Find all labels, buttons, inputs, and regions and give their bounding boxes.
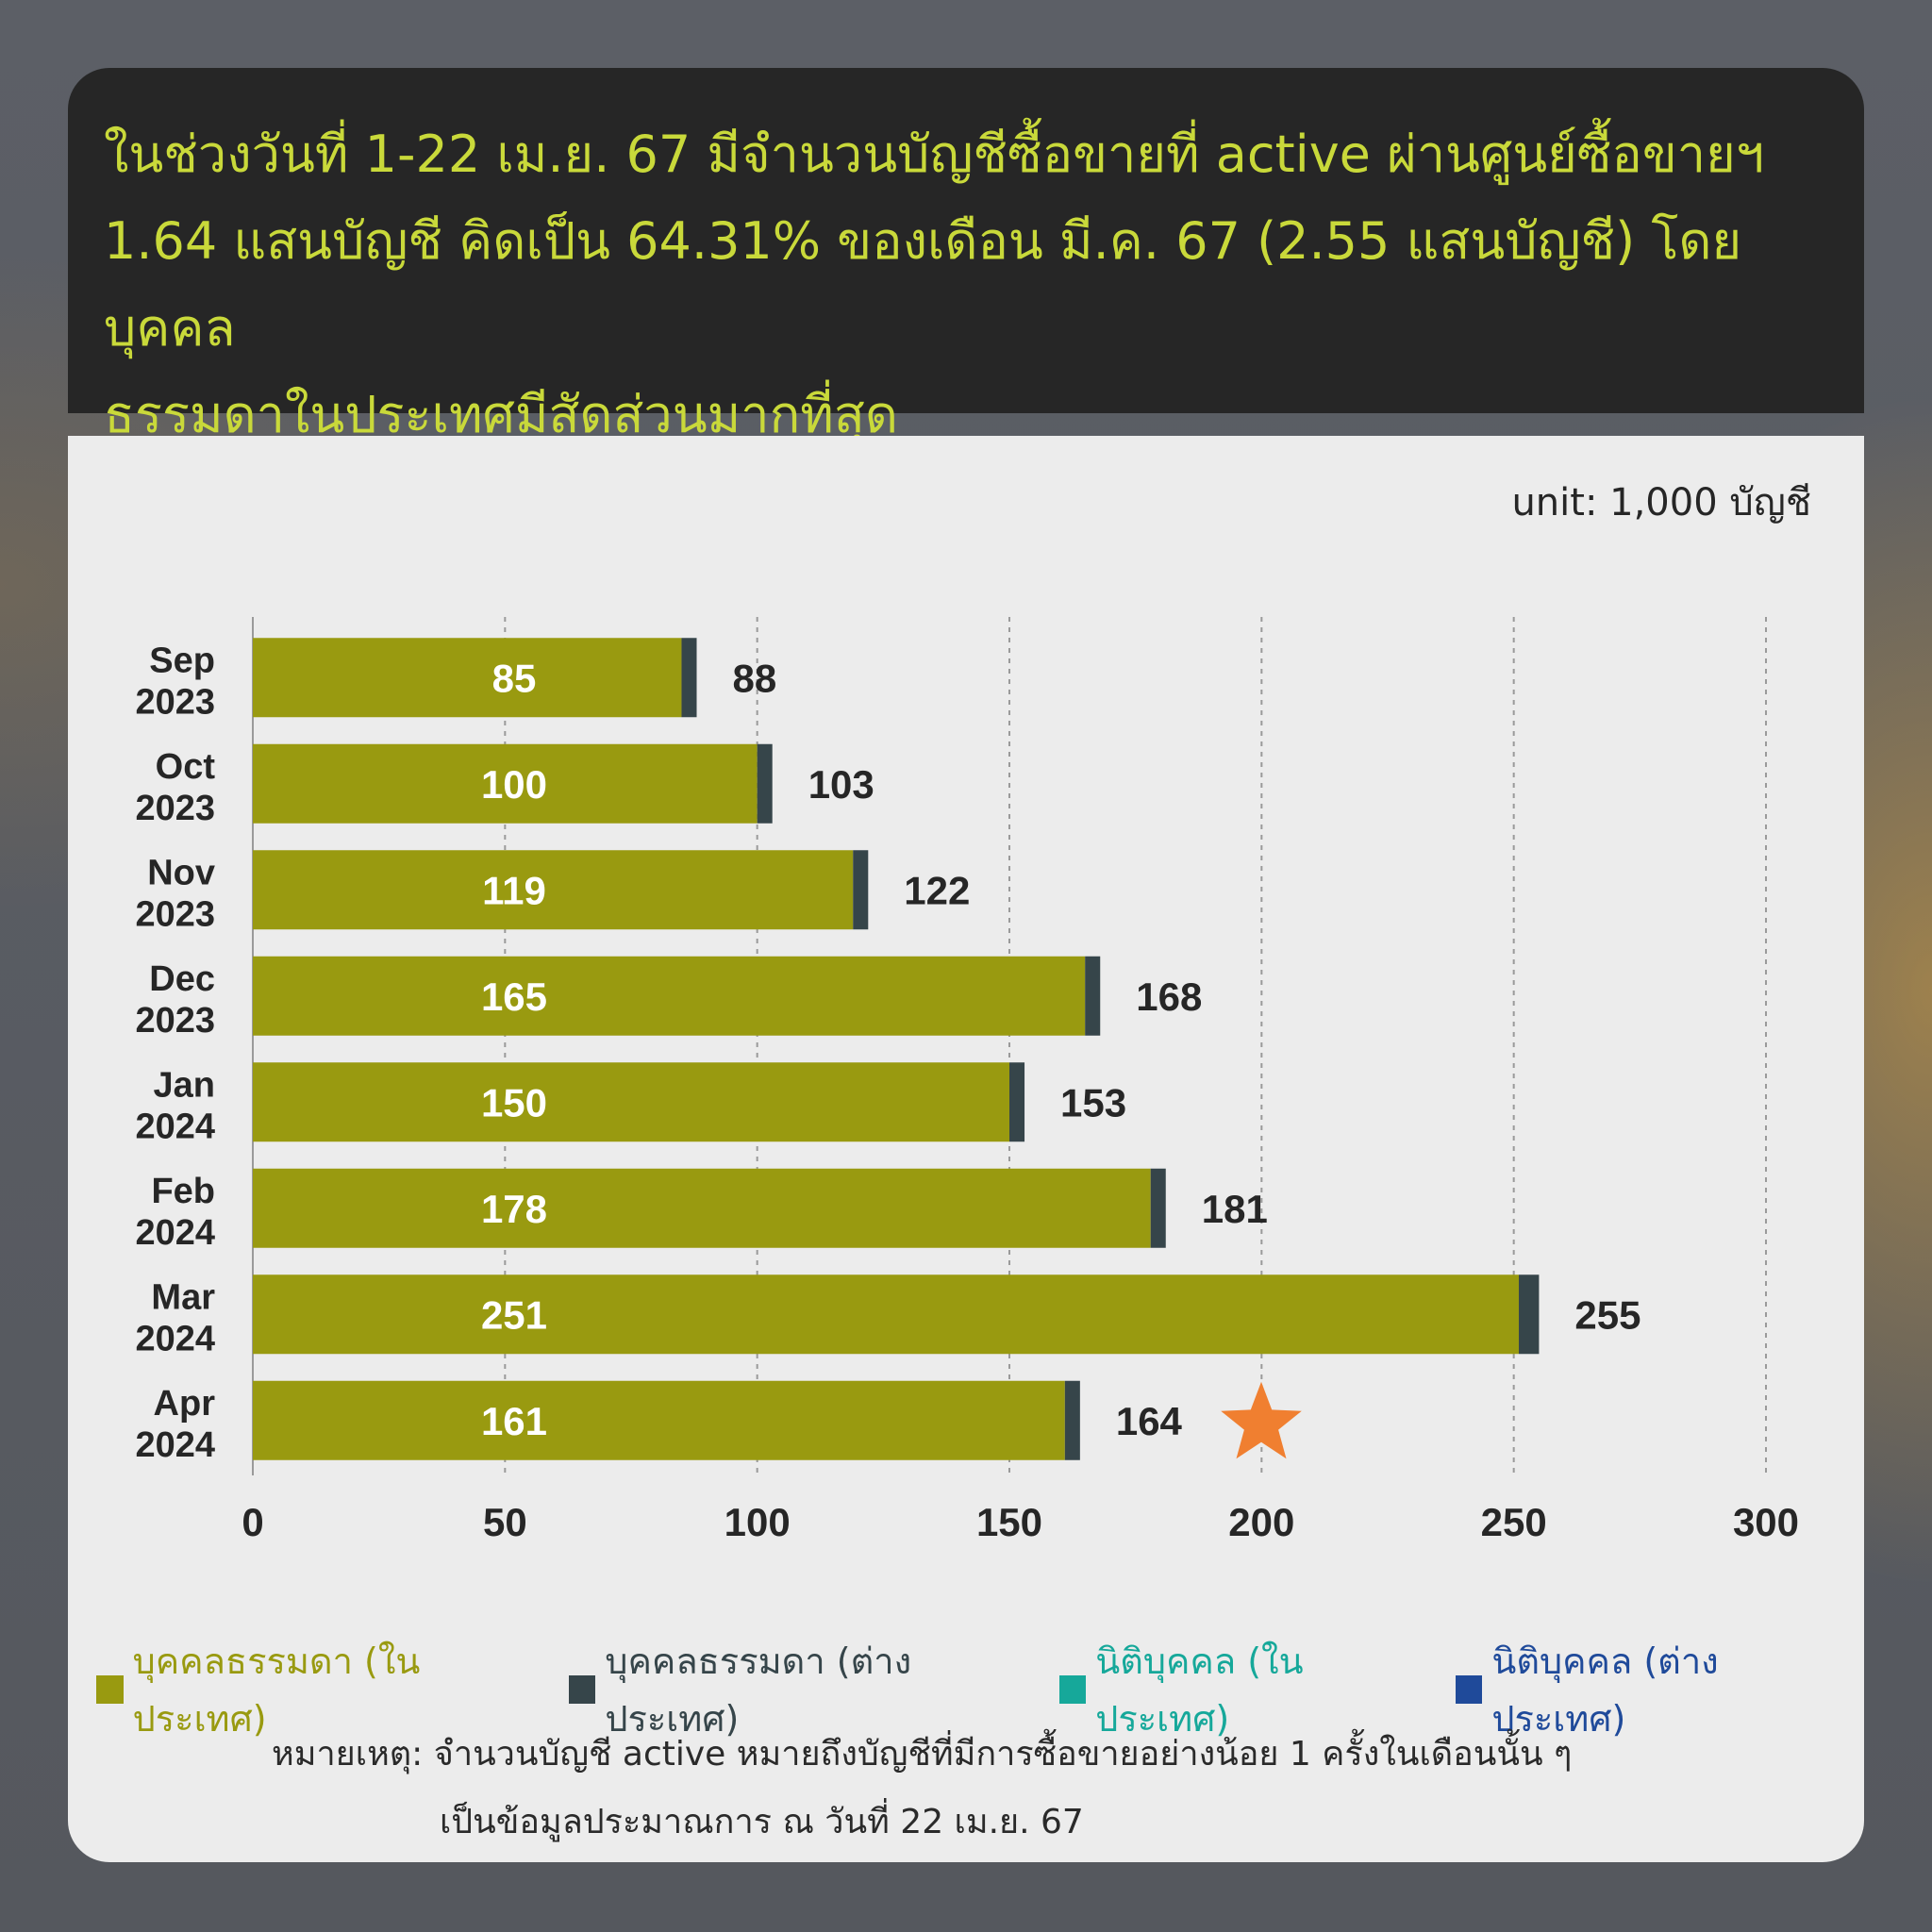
legend-swatch xyxy=(1455,1675,1483,1704)
x-tick-label: 100 xyxy=(724,1500,791,1544)
legend-item-juristic-foreign: นิติบุคคล (ต่างประเทศ) xyxy=(1455,1632,1836,1747)
bar-value-label: 161 xyxy=(481,1399,547,1443)
y-category-year: 2024 xyxy=(135,1319,215,1358)
y-category-month: Jan xyxy=(154,1065,215,1105)
bar-total-label: 255 xyxy=(1574,1292,1641,1337)
unit-label: unit: 1,000 บัญชี xyxy=(1511,481,1811,525)
bar-value-label: 150 xyxy=(481,1080,547,1124)
bar-segment xyxy=(1085,956,1101,1036)
legend: บุคคลธรรมดา (ในประเทศ) บุคคลธรรมดา (ต่าง… xyxy=(96,1632,1870,1747)
bar-total-label: 122 xyxy=(904,868,970,912)
legend-item-individual-foreign: บุคคลธรรมดา (ต่างประเทศ) xyxy=(568,1632,1025,1747)
bar-segment xyxy=(1519,1274,1540,1355)
bar-segment xyxy=(1009,1062,1025,1142)
legend-swatch xyxy=(1058,1675,1087,1704)
bar-value-label: 165 xyxy=(481,974,547,1019)
bar-value-label: 100 xyxy=(481,762,547,807)
bar-segment xyxy=(253,1168,1151,1248)
bar-segment xyxy=(253,743,758,824)
bar-total-label: 168 xyxy=(1136,974,1202,1019)
legend-label: นิติบุคคล (ต่างประเทศ) xyxy=(1491,1641,1719,1740)
x-tick-label: 0 xyxy=(242,1500,263,1544)
bar-total-label: 153 xyxy=(1060,1080,1126,1124)
bar-total-label: 88 xyxy=(733,656,777,700)
legend-swatch xyxy=(568,1675,596,1704)
y-category-month: Apr xyxy=(154,1384,216,1424)
bar-segment xyxy=(253,850,854,930)
y-category-year: 2023 xyxy=(135,1001,215,1041)
star-icon xyxy=(1221,1381,1302,1459)
legend-label: บุคคลธรรมดา (ต่างประเทศ) xyxy=(605,1641,912,1740)
y-category-month: Nov xyxy=(147,853,215,892)
x-tick-label: 50 xyxy=(483,1500,527,1544)
bar-value-label: 85 xyxy=(492,656,537,700)
headline: ในช่วงวันที่ 1-22 เม.ย. 67 มีจำนวนบัญชีซ… xyxy=(104,111,1840,458)
x-tick-label: 250 xyxy=(1481,1500,1547,1544)
bar-segment xyxy=(253,956,1086,1036)
header-panel xyxy=(68,68,1864,413)
bar-segment xyxy=(681,638,697,718)
bar-value-label: 178 xyxy=(481,1187,547,1231)
bar-segment xyxy=(853,850,869,930)
footnote-line-2: เป็นข้อมูลประมาณการ ณ วันที่ 22 เม.ย. 67 xyxy=(440,1803,1084,1841)
y-category-year: 2024 xyxy=(135,1425,215,1465)
headline-line-2: 1.64 แสนบัญชี คิดเป็น 64.31% ของเดือน มี… xyxy=(104,211,1742,358)
y-category-month: Feb xyxy=(151,1172,215,1211)
y-category-month: Mar xyxy=(151,1277,215,1317)
y-category-month: Oct xyxy=(156,747,216,787)
footnote-line-1: หมายเหตุ: จำนวนบัญชี active หมายถึงบัญชี… xyxy=(272,1735,1573,1774)
legend-item-juristic-domestic: นิติบุคคล (ในประเทศ) xyxy=(1058,1632,1422,1747)
x-tick-label: 300 xyxy=(1733,1500,1799,1544)
x-tick-label: 200 xyxy=(1228,1500,1294,1544)
bar-segment xyxy=(253,638,682,718)
y-category-month: Sep xyxy=(149,641,215,680)
y-category-year: 2023 xyxy=(135,682,215,722)
bar-value-label: 251 xyxy=(481,1292,547,1337)
bar-total-label: 181 xyxy=(1202,1187,1268,1231)
y-category-year: 2023 xyxy=(135,894,215,934)
bar-segment xyxy=(1064,1380,1080,1460)
bar-segment xyxy=(253,1274,1520,1355)
bar-total-label: 103 xyxy=(808,762,874,807)
x-tick-label: 150 xyxy=(976,1500,1042,1544)
bar-segment xyxy=(757,743,773,824)
y-category-month: Dec xyxy=(149,959,215,999)
y-category-year: 2024 xyxy=(135,1213,215,1253)
bar-segment xyxy=(253,1380,1065,1460)
bar-total-label: 164 xyxy=(1116,1399,1183,1443)
headline-line-3: ธรรมดาในประเทศมีสัดส่วนมากที่สุด xyxy=(104,385,898,444)
y-category-year: 2024 xyxy=(135,1107,215,1146)
legend-label: นิติบุคคล (ในประเทศ) xyxy=(1095,1641,1304,1740)
legend-label: บุคคลธรรมดา (ในประเทศ) xyxy=(132,1641,421,1740)
bar-segment xyxy=(1150,1168,1166,1248)
legend-swatch xyxy=(96,1675,124,1704)
bar-value-label: 119 xyxy=(482,868,546,912)
legend-item-individual-domestic: บุคคลธรรมดา (ในประเทศ) xyxy=(96,1632,535,1747)
headline-line-1: ในช่วงวันที่ 1-22 เม.ย. 67 มีจำนวนบัญชีซ… xyxy=(104,125,1765,184)
y-category-year: 2023 xyxy=(135,789,215,828)
bar-segment xyxy=(253,1062,1009,1142)
